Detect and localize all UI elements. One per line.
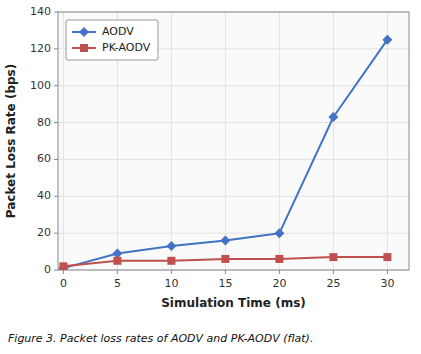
- series-marker: [383, 253, 391, 261]
- x-grid-line: [387, 12, 388, 270]
- legend-box: [66, 20, 158, 60]
- series-marker: [275, 255, 283, 263]
- y-grid-line: [58, 159, 409, 160]
- y-tick-label: 40: [37, 189, 51, 202]
- legend: AODV PK-AODV: [66, 20, 158, 60]
- series-marker: [167, 257, 175, 265]
- x-grid-line: [171, 12, 172, 270]
- series-marker: [382, 35, 392, 45]
- x-grid-line: [333, 12, 334, 270]
- x-tick: [63, 270, 64, 274]
- y-tick-label: 120: [30, 42, 51, 55]
- x-tick-label: 15: [218, 277, 232, 290]
- y-tick: [54, 270, 58, 271]
- series-marker: [220, 236, 230, 246]
- series-marker: [274, 228, 284, 238]
- y-axis-label: Packet Loss Rate (bps): [4, 64, 18, 218]
- chart-svg: 0 20 40 60 80 100 120 140 0 5 10 15 20 25 30 Simulation…: [0, 0, 421, 354]
- series-marker: [58, 263, 68, 270]
- y-tick: [54, 122, 58, 123]
- series-marker: [113, 257, 121, 265]
- series-marker: [166, 241, 176, 251]
- x-tick: [387, 270, 388, 274]
- y-tick-label: 20: [37, 226, 51, 239]
- plot-frame: [58, 12, 409, 270]
- y-tick: [54, 85, 58, 86]
- y-grid-line: [58, 233, 409, 234]
- x-tick-label: 5: [114, 277, 121, 290]
- x-grid-line: [63, 12, 64, 270]
- y-tick-label: 0: [44, 263, 51, 276]
- x-tick-label: 25: [326, 277, 340, 290]
- series-marker: [221, 255, 229, 263]
- x-tick: [171, 270, 172, 274]
- x-tick-label: 10: [164, 277, 178, 290]
- y-tick-label: 80: [37, 116, 51, 129]
- legend-marker: [79, 27, 89, 37]
- y-tick: [54, 196, 58, 197]
- y-tick: [54, 12, 58, 13]
- y-tick-label: 100: [30, 79, 51, 92]
- x-tick: [333, 270, 334, 274]
- x-tick-label: 20: [272, 277, 286, 290]
- plot-area: [58, 12, 409, 270]
- series: [59, 253, 391, 270]
- x-tick: [279, 270, 280, 274]
- caption: Figure 3. Packet loss rates of AODV and …: [8, 332, 313, 345]
- legend-label: PK-AODV: [102, 41, 151, 54]
- y-tick-label: 60: [37, 152, 51, 165]
- series-marker: [328, 112, 338, 122]
- x-tick-label: 0: [60, 277, 67, 290]
- grid: [58, 12, 409, 270]
- y-tick: [54, 48, 58, 49]
- plot-marks: [58, 35, 392, 270]
- x-tick: [225, 270, 226, 274]
- series: [58, 35, 392, 270]
- series-line: [63, 40, 387, 269]
- chart-container: 0 20 40 60 80 100 120 140 0 5 10 15 20 25 30 Simulation…: [0, 0, 421, 354]
- x-grid-line: [225, 12, 226, 270]
- x-tick: [117, 270, 118, 274]
- legend-label: AODV: [102, 25, 134, 38]
- legend-marker: [80, 44, 88, 52]
- series-marker: [329, 253, 337, 261]
- y-tick: [54, 233, 58, 234]
- y-tick: [54, 159, 58, 160]
- x-axis-label: Simulation Time (ms): [161, 296, 306, 310]
- x-tick-label: 30: [380, 277, 394, 290]
- series-marker: [59, 262, 67, 270]
- y-grid-line: [58, 196, 409, 197]
- axes: 0 20 40 60 80 100 120 140 0 5 10 15 20 25 30: [30, 5, 394, 290]
- y-grid-line: [58, 122, 409, 123]
- y-tick-label: 140: [30, 5, 51, 18]
